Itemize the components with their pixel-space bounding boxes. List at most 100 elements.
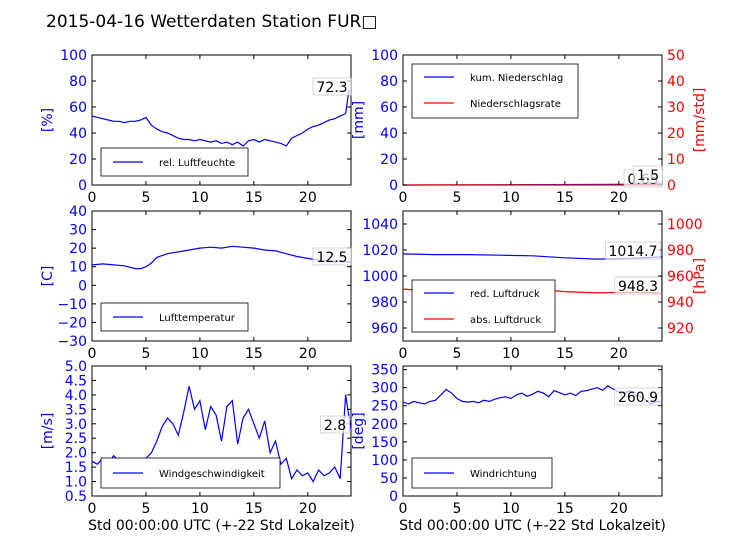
annotation-label-pressure-1: 948.3: [618, 279, 658, 295]
x-tick-label-wind_dir-1: 5: [452, 501, 461, 517]
y-tick-label-humidity-5: 100: [60, 48, 87, 64]
x-tick-label-wind_speed-0: 0: [88, 501, 97, 517]
legend-label-pressure-0: red. Luftdruck: [470, 289, 540, 300]
y2-tick-label-precip-3: 30: [667, 100, 685, 116]
x-tick-label-pressure-1: 5: [452, 346, 461, 362]
annotation-label-precip-1: 1.5: [637, 168, 659, 184]
y-tick-label-wind_dir-1: 50: [380, 471, 398, 487]
y-tick-label-wind_dir-3: 150: [371, 435, 398, 451]
y-tick-label-temperature-1: −20: [57, 315, 87, 331]
y2-tick-label-pressure-1: 940: [667, 295, 694, 311]
annotation-label-humidity-0: 72.3: [316, 80, 347, 96]
x-tick-label-wind_speed-4: 20: [299, 501, 317, 517]
annotation-label-wind_dir-0: 260.9: [618, 390, 658, 406]
y-tick-label-temperature-5: 20: [69, 241, 87, 257]
annotation-box-wind_dir-0: [614, 387, 662, 406]
x-tick-label-precip-3: 15: [556, 190, 574, 206]
y-tick-label-wind_dir-4: 200: [371, 417, 398, 433]
legend-label-precip-0: kum. Niederschlag: [470, 73, 563, 84]
x-tick-label-precip-1: 5: [452, 190, 461, 206]
y-axis-label-wind_speed: [m/s]: [40, 413, 56, 450]
annotation-box-pressure-1: [614, 276, 662, 295]
x-tick-label-wind_dir-0: 0: [399, 501, 408, 517]
y-tick-label-wind_speed-5: 3.0: [65, 417, 87, 433]
y-tick-label-precip-4: 80: [380, 74, 398, 90]
x-tick-label-pressure-4: 20: [610, 346, 628, 362]
y-tick-label-pressure-1: 980: [371, 295, 398, 311]
y-tick-label-wind_dir-6: 300: [371, 381, 398, 397]
axes-frame-wind_speed: [91, 365, 352, 497]
legend-box-pressure: [411, 279, 556, 333]
legend-label-humidity-0: rel. Luftfeuchte: [159, 158, 235, 169]
axes-frame-wind_dir: [402, 365, 663, 497]
x-tick-label-precip-0: 0: [399, 190, 408, 206]
legend-label-precip-1: Niederschlagsrate: [470, 99, 561, 110]
y2-tick-label-precip-1: 10: [667, 152, 685, 168]
annotation-box-pressure-0: [605, 241, 661, 260]
y-tick-label-temperature-0: −30: [57, 334, 87, 350]
y-tick-label-precip-1: 20: [380, 152, 398, 168]
y-tick-label-temperature-7: 40: [69, 204, 87, 220]
x-tick-label-precip-2: 10: [502, 190, 520, 206]
axes-frame-humidity: [91, 54, 352, 186]
x-tick-label-wind_dir-2: 10: [502, 501, 520, 517]
x-axis-label-wind_dir: Std 00:00:00 UTC (+-22 Std Lokalzeit): [399, 518, 666, 534]
y-tick-label-humidity-0: 0: [78, 178, 87, 194]
y-tick-label-humidity-2: 40: [69, 126, 87, 142]
y-tick-label-humidity-4: 80: [69, 74, 87, 90]
annotation-label-pressure-0: 1014.7: [609, 244, 658, 260]
y-tick-label-humidity-3: 60: [69, 100, 87, 116]
annotation-box-humidity-0: [312, 77, 352, 96]
x-tick-label-wind_dir-3: 15: [556, 501, 574, 517]
y-tick-label-wind_speed-2: 1.5: [65, 460, 87, 476]
y2-tick-label-pressure-0: 920: [667, 321, 694, 337]
legend-box-precip: [411, 63, 579, 119]
y2-tick-label-pressure-4: 1000: [667, 217, 703, 233]
y-tick-label-precip-5: 100: [371, 48, 398, 64]
legend-box-wind_dir: [411, 457, 553, 489]
annotation-box-wind_speed-0: [319, 415, 351, 434]
legend-label-pressure-1: abs. Luftdruck: [470, 315, 541, 326]
y-tick-label-wind_speed-1: 1.0: [65, 475, 87, 491]
x-tick-label-precip-4: 20: [610, 190, 628, 206]
series-line-humidity-0: [91, 90, 352, 147]
legend-label-wind_speed-0: Windgeschwindigkeit: [159, 469, 265, 480]
y-tick-label-temperature-6: 30: [69, 223, 87, 239]
x-tick-label-temperature-1: 5: [141, 346, 150, 362]
y-tick-label-wind_dir-0: 0: [389, 489, 398, 505]
y-tick-label-temperature-3: 0: [78, 278, 87, 294]
x-axis-label-wind_speed: Std 00:00:00 UTC (+-22 Std Lokalzeit): [88, 518, 355, 534]
x-tick-label-wind_dir-4: 20: [610, 501, 628, 517]
y-tick-label-wind_speed-8: 4.5: [65, 373, 87, 389]
y-tick-label-wind_speed-7: 4.0: [65, 388, 87, 404]
y-tick-label-pressure-3: 1020: [362, 243, 398, 259]
y-tick-label-wind_speed-0: 0.5: [65, 489, 87, 505]
x-tick-label-temperature-4: 20: [299, 346, 317, 362]
x-tick-label-pressure-0: 0: [399, 346, 408, 362]
x-tick-label-humidity-0: 0: [88, 190, 97, 206]
y2-tick-label-precip-2: 20: [667, 126, 685, 142]
series-line-temperature-0: [91, 245, 352, 270]
panel-precip: 0 5 10 15 20 0 20 40 60 80 100 0 10 20 30 40 50 [mm] [mm/s…: [351, 48, 708, 206]
panel-humidity: 0 5 10 15 20 0 20 40 60 80 100 [%] rel. Luftfeuchte 7…: [40, 48, 352, 206]
y2-tick-label-pressure-3: 980: [667, 243, 694, 259]
y2-tick-label-precip-5: 50: [667, 48, 685, 64]
x-tick-label-wind_speed-3: 15: [245, 501, 263, 517]
figure-title: 2015-04-16 Wetterdaten Station FUR□: [46, 12, 377, 32]
y-tick-label-wind_dir-5: 250: [371, 399, 398, 415]
y-tick-label-humidity-1: 20: [69, 152, 87, 168]
legend-label-temperature-0: Lufttemperatur: [159, 313, 236, 324]
y-tick-label-temperature-4: 10: [69, 260, 87, 276]
x-tick-label-pressure-3: 15: [556, 346, 574, 362]
x-tick-label-wind_speed-1: 5: [141, 501, 150, 517]
y-tick-label-precip-2: 40: [380, 126, 398, 142]
y-tick-label-wind_dir-2: 100: [371, 453, 398, 469]
panel-wind_speed: 0 5 10 15 20 0.51.01.52.02.53.03.54.04.55.0 [m…: [40, 359, 355, 534]
x-tick-label-humidity-4: 20: [299, 190, 317, 206]
x-tick-label-temperature-2: 10: [191, 346, 209, 362]
legend-label-wind_dir-0: Windrichtung: [470, 469, 537, 480]
y-axis-label-precip: [mm]: [351, 101, 367, 139]
y2-tick-label-precip-4: 40: [667, 74, 685, 90]
y2-tick-label-precip-0: 0: [667, 178, 676, 194]
panel-temperature: 0 5 10 15 20 −30 −20 −10 0 10 20 30 40 [C] Lufttempera…: [40, 204, 352, 362]
